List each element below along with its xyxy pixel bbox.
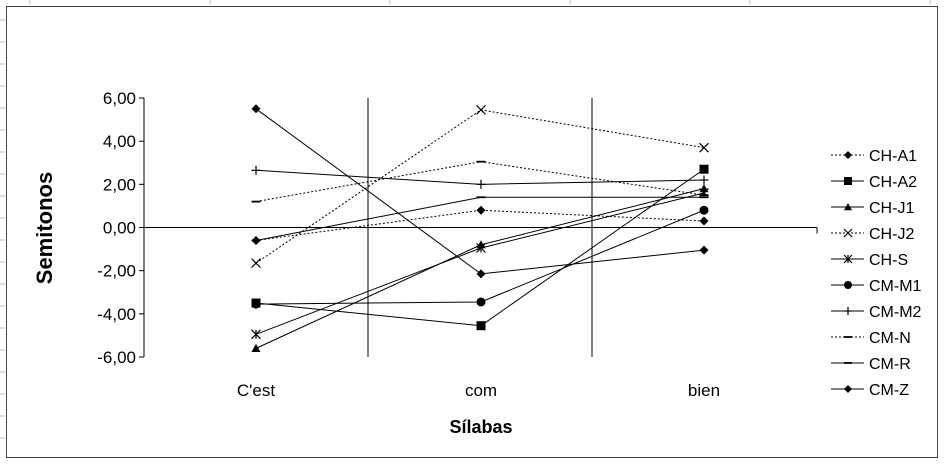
marker-diamond: [844, 385, 852, 393]
x-tick-label: com: [465, 381, 497, 400]
marker-circle: [476, 297, 486, 307]
legend-item-ch-a2: CH-A2: [831, 174, 917, 191]
marker-triangle: [844, 203, 852, 211]
legend-item-cm-z: CM-Z: [831, 382, 909, 399]
marker-circle: [844, 281, 852, 289]
marker-triangle: [251, 343, 261, 352]
legend-label: CH-J1: [869, 200, 914, 217]
axes: [139, 97, 818, 358]
marker-x: [476, 104, 486, 115]
series-cm-n: [251, 160, 709, 203]
y-tick-label: -2,00: [97, 262, 136, 281]
legend-item-cm-m1: CM-M1: [831, 278, 922, 295]
legend: CH-A1 CH-A2 CH-J1 CH-J2 CH-S CM-M1 CM-M2 CM-N CM…: [831, 148, 922, 399]
legend-item-ch-s: CH-S: [831, 252, 908, 269]
legend-item-cm-r: CM-R: [831, 356, 911, 373]
legend-item-ch-j1: CH-J1: [831, 200, 914, 217]
legend-label: CM-Z: [869, 382, 909, 399]
marker-circle: [251, 299, 261, 309]
x-tick-labels: C'est com bien: [237, 381, 720, 400]
marker-square: [699, 164, 709, 174]
legend-item-ch-a1: CH-A1: [831, 148, 917, 165]
marker-circle: [699, 205, 709, 215]
y-tick-label: 6,00: [103, 89, 136, 108]
x-tick-label: bien: [688, 381, 720, 400]
marker-diamond: [476, 205, 486, 215]
series-line: [255, 196, 704, 241]
marker-diamond: [699, 216, 709, 226]
marker-diamond: [251, 104, 261, 114]
marker-x: [699, 142, 709, 153]
legend-item-cm-n: CM-N: [831, 330, 911, 347]
y-tick-label: -6,00: [97, 348, 136, 367]
series-cm-m2: [251, 165, 709, 189]
series-cm-r: [251, 196, 709, 242]
x-tick-label: C'est: [237, 381, 275, 400]
legend-label: CM-R: [869, 356, 911, 373]
legend-label: CM-M2: [869, 304, 922, 321]
x-axis-label: Sílabas: [449, 417, 512, 437]
marker-diamond: [476, 269, 486, 279]
y-tick-label: -4,00: [97, 305, 136, 324]
series-line: [255, 109, 705, 264]
y-tick-label: 0,00: [103, 219, 136, 238]
legend-item-ch-j2: CH-J2: [831, 226, 914, 243]
series-layer: [251, 104, 709, 352]
legend-label: CH-A2: [869, 174, 917, 191]
chart-border: [6, 6, 938, 458]
marker-square: [844, 177, 852, 185]
y-tick-label: 2,00: [103, 175, 136, 194]
y-tick-label: 4,00: [103, 132, 136, 151]
series-cm-m1: [251, 205, 709, 309]
series-line: [255, 209, 705, 241]
marker-x: [251, 258, 261, 269]
y-axis-label: Semitonos: [32, 172, 57, 284]
legend-item-cm-m2: CM-M2: [831, 304, 922, 321]
series-line: [255, 192, 705, 335]
series-line: [255, 169, 705, 185]
marker-x: [843, 228, 853, 238]
y-tick-labels: 6,00 4,00 2,00 0,00 -2,00 -4,00 -6,00: [97, 89, 136, 367]
legend-label: CH-S: [869, 252, 908, 269]
legend-label: CM-M1: [869, 278, 922, 295]
series-cm-z: [251, 104, 709, 279]
series-ch-a1: [251, 205, 709, 245]
legend-label: CH-J2: [869, 226, 914, 243]
legend-label: CH-A1: [869, 148, 917, 165]
marker-diamond: [699, 245, 709, 255]
legend-label: CM-N: [869, 330, 911, 347]
marker-diamond: [844, 151, 852, 159]
marker-square: [476, 321, 486, 331]
series-ch-j2: [251, 104, 709, 269]
